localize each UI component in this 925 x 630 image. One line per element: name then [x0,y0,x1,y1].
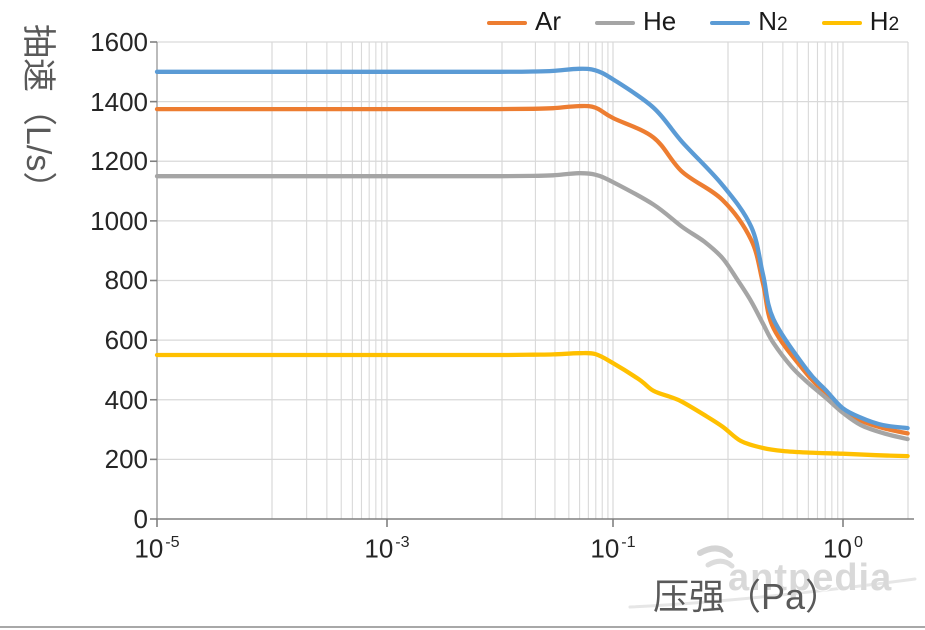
legend-label-n2: N2 [758,6,788,36]
legend-item-he: He [595,6,676,40]
ar-line-swatch-icon [487,20,527,26]
y-tick-label: 600 [104,325,148,355]
watermark-text: antpedia [728,557,893,599]
watermark-swoosh-icon [628,545,917,609]
legend-label-h2: H2 [869,6,900,36]
he-line-swatch-icon [595,20,635,26]
chart-legend: Ar He N2 H2 [487,6,899,40]
y-tick-label: 1200 [90,146,148,176]
y-tick-label: 1000 [90,206,148,236]
legend-item-h2: H2 [821,6,900,40]
series-line-h2 [154,350,910,459]
legend-label-he: He [643,6,677,36]
legend-item-ar: Ar [487,6,561,40]
y-tick-label: 800 [104,265,148,295]
y-tick-label: 1600 [90,27,148,57]
legend-item-n2: N2 [710,6,788,40]
series-line-he [154,171,910,442]
y-tick-label: 200 [104,444,148,474]
legend-label-ar: Ar [535,6,561,36]
y-tick-label: 0 [133,504,148,534]
series-line-n2 [154,66,910,431]
h2-line-swatch-icon [821,20,862,26]
series-line-ar [154,103,910,436]
x-tick-label: 10 0 [823,533,863,564]
x-tick-label: 10 -5 [134,533,180,564]
bottom-divider [0,626,925,628]
x-tick-label: 10 -1 [590,533,636,564]
x-tick-label: 10 -3 [364,533,410,564]
x-axis-title: 压强（Pa） [653,576,842,617]
y-tick-label: 1400 [90,87,148,117]
y-tick-label: 400 [104,385,148,415]
antpedia-watermark: antpedia [620,535,920,615]
n2-line-swatch-icon [710,20,751,26]
